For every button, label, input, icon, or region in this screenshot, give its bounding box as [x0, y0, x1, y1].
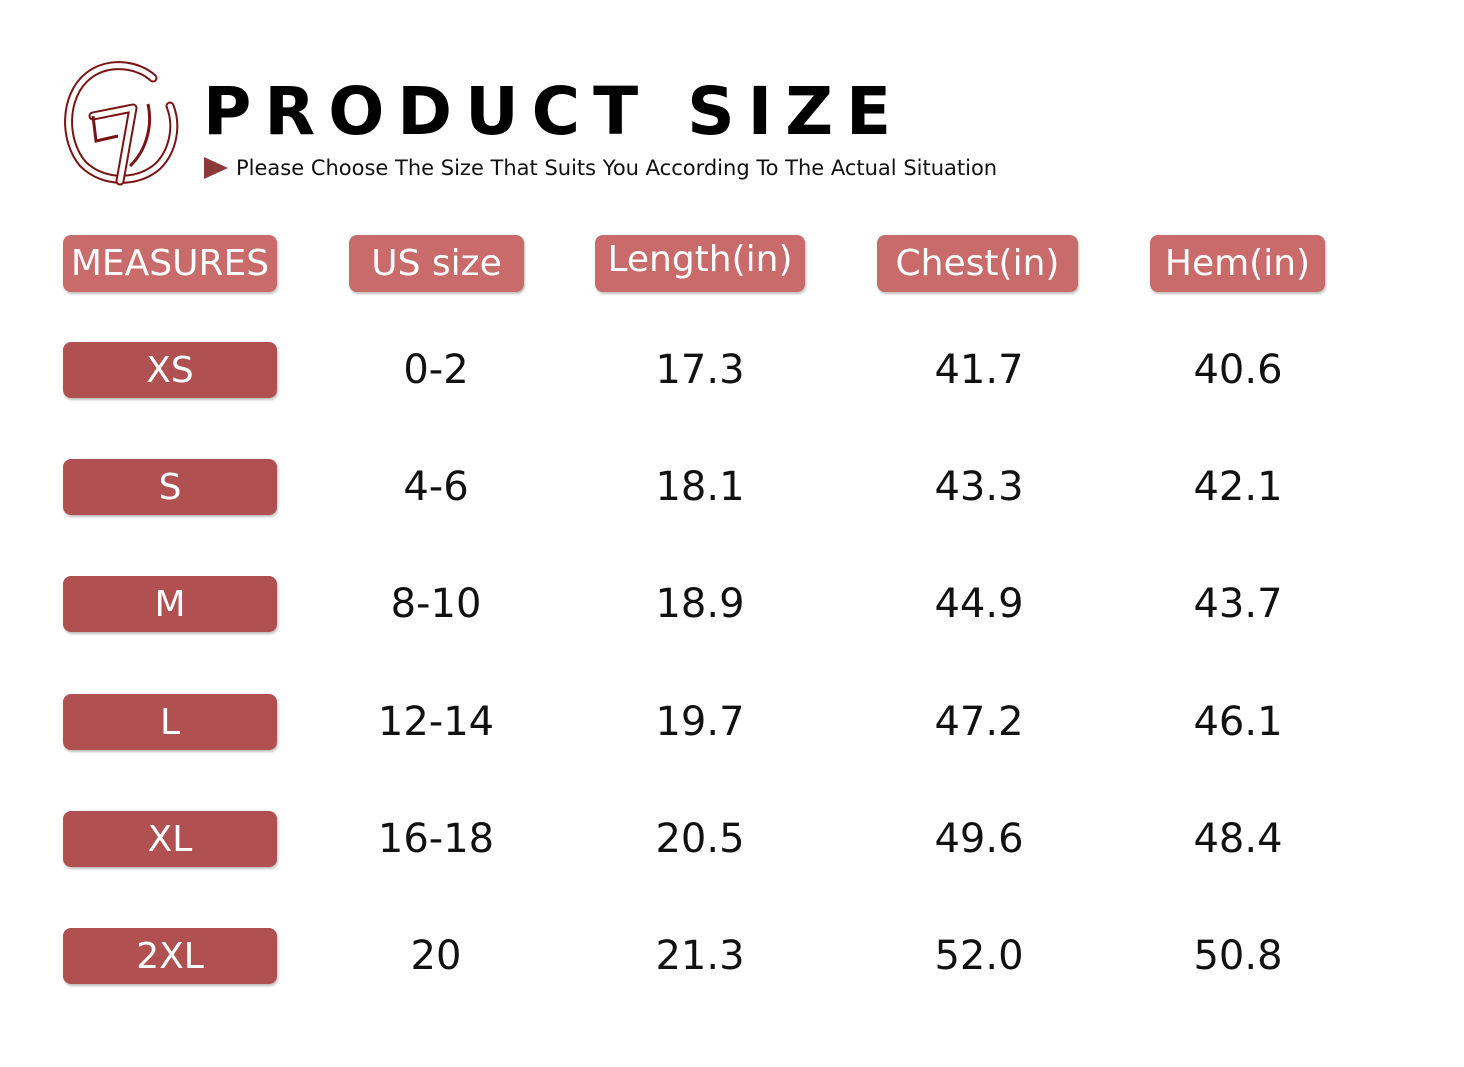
cell-us: 12-14	[377, 699, 495, 745]
cell-length: 18.1	[655, 464, 745, 510]
size-label: XS	[63, 342, 277, 398]
cell-length: 21.3	[655, 933, 745, 979]
size-label: XL	[63, 811, 277, 867]
cell-chest: 52.0	[934, 933, 1024, 979]
cell-chest: 47.2	[934, 699, 1024, 745]
subtitle-text: Please Choose The Size That Suits You Ac…	[236, 156, 998, 180]
size-label: 2XL	[63, 928, 277, 984]
cell-hem: 48.4	[1193, 816, 1283, 862]
arrow-right-icon	[204, 157, 228, 179]
cell-us: 8-10	[390, 581, 482, 627]
brand-logo-icon	[64, 61, 179, 186]
cell-us: 20	[410, 933, 462, 979]
cell-hem: 50.8	[1193, 933, 1283, 979]
cell-length: 19.7	[655, 699, 745, 745]
cell-us: 16-18	[377, 816, 495, 862]
size-label: L	[63, 694, 277, 750]
page-title: PRODUCT SIZE	[203, 73, 905, 150]
cell-us: 4-6	[403, 464, 469, 510]
cell-chest: 41.7	[934, 347, 1024, 393]
cell-us: 0-2	[403, 347, 469, 393]
size-label: S	[63, 459, 277, 515]
cell-chest: 44.9	[934, 581, 1024, 627]
size-label: M	[63, 576, 277, 632]
column-header-chest: Chest(in)	[877, 235, 1078, 292]
cell-chest: 43.3	[934, 464, 1024, 510]
subtitle: Please Choose The Size That Suits You Ac…	[204, 156, 997, 180]
cell-hem: 40.6	[1193, 347, 1283, 393]
cell-hem: 43.7	[1193, 581, 1283, 627]
cell-length: 20.5	[655, 816, 745, 862]
cell-length: 17.3	[655, 347, 745, 393]
column-header-length: Length(in)	[595, 235, 805, 292]
cell-hem: 42.1	[1193, 464, 1283, 510]
cell-hem: 46.1	[1193, 699, 1283, 745]
column-header-measures: MEASURES	[63, 235, 277, 292]
column-header-hem: Hem(in)	[1150, 235, 1325, 292]
column-header-us-size: US size	[349, 235, 524, 292]
cell-length: 18.9	[655, 581, 745, 627]
cell-chest: 49.6	[934, 816, 1024, 862]
